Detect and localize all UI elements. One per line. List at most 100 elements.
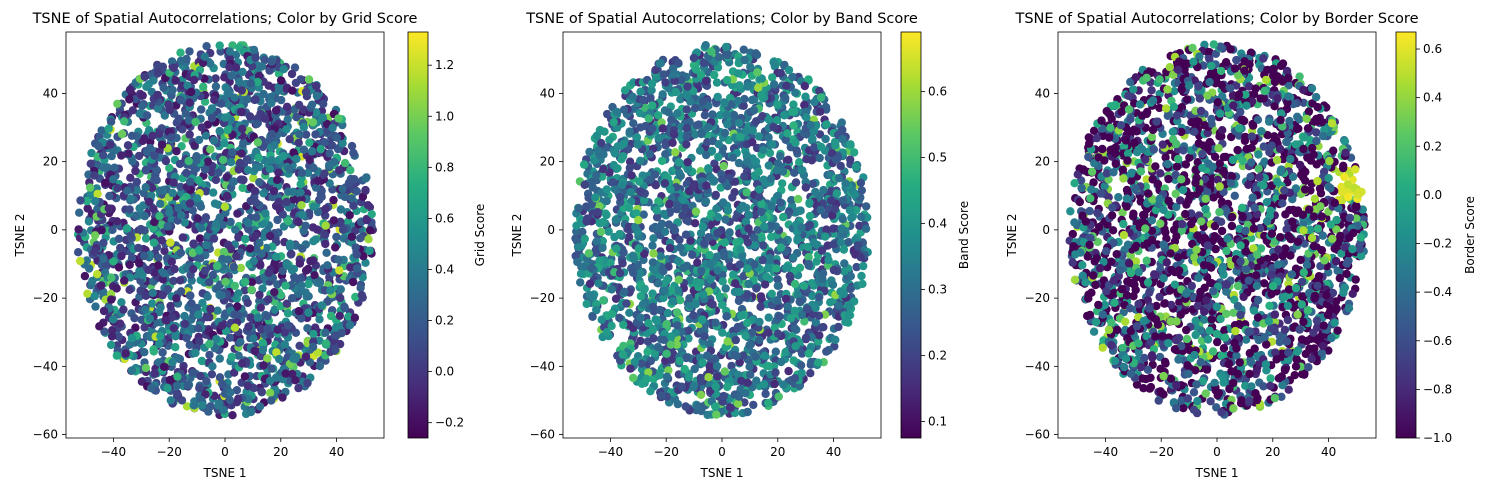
scatter-point (149, 76, 158, 85)
scatter-point (99, 238, 108, 248)
scatter-point (655, 305, 664, 315)
scatter-point (185, 291, 195, 300)
scatter-point (776, 243, 785, 252)
scatter-point (126, 273, 135, 282)
scatter-point (203, 157, 213, 166)
scatter-point (723, 337, 732, 346)
scatter-point (246, 79, 255, 88)
scatter-point (250, 95, 259, 105)
scatter-point (87, 148, 96, 158)
scatter-point (681, 402, 690, 411)
scatter-point (856, 178, 866, 187)
scatter-point (604, 227, 613, 236)
scatter-point (186, 87, 196, 97)
scatter-point (135, 266, 144, 275)
scatter-point (661, 138, 671, 147)
scatter-point (696, 373, 705, 383)
scatter-point (625, 127, 634, 136)
scatter-point (624, 203, 634, 212)
scatter-point (249, 173, 258, 183)
scatter-point (316, 144, 325, 154)
scatter-point (821, 134, 830, 144)
scatter-point (811, 318, 821, 327)
chart-title: TSNE of Spatial Autocorrelations; Color … (525, 11, 918, 27)
scatter-point (142, 82, 151, 92)
scatter-point (193, 214, 202, 223)
scatter-point (774, 392, 783, 401)
scatter-point (806, 360, 815, 369)
scatter-point (731, 279, 740, 288)
scatter-point (782, 81, 791, 90)
scatter-point (758, 256, 767, 265)
scatter-point (220, 202, 230, 211)
scatter-point (313, 348, 323, 357)
scatter-point (173, 372, 182, 381)
scatter-point (640, 103, 650, 112)
x-tick-label: −20 (157, 445, 182, 459)
scatter-point (773, 159, 783, 168)
scatter-point (750, 260, 759, 269)
scatter-point (105, 191, 114, 201)
scatter-point (361, 185, 370, 195)
scatter-point (817, 246, 827, 255)
scatter-point (615, 313, 624, 322)
scatter-point (704, 164, 713, 173)
scatter-point (176, 56, 186, 65)
scatter-point (661, 356, 670, 365)
scatter-point (636, 123, 645, 132)
scatter-point (756, 292, 766, 301)
scatter-point (215, 373, 225, 382)
scatter-point (191, 348, 200, 358)
scatter-point (595, 256, 604, 265)
scatter-point (697, 129, 706, 139)
scatter-point (680, 364, 689, 374)
scatter-point (720, 238, 729, 247)
scatter-point (650, 170, 660, 179)
scatter-point (766, 174, 776, 183)
scatter-point (658, 90, 667, 99)
scatter-point (675, 356, 684, 366)
scatter-point (185, 47, 194, 56)
scatter-point (145, 314, 155, 323)
scatter-point (336, 285, 345, 294)
scatter-point (241, 277, 250, 287)
colorbar-tick-label: 0.8 (435, 160, 454, 174)
scatter-point (707, 47, 716, 56)
scatter-point (140, 211, 149, 221)
scatter-point (846, 140, 855, 149)
scatter-point (189, 75, 199, 85)
scatter-point (127, 333, 137, 343)
scatter-point (211, 82, 221, 91)
scatter-point (108, 326, 117, 335)
scatter-point (200, 52, 209, 61)
scatter-point (297, 168, 307, 177)
scatter-point (800, 317, 809, 326)
scatter-point (679, 263, 688, 273)
scatter-point (764, 115, 774, 124)
scatter-point (101, 178, 110, 188)
scatter-point (315, 315, 324, 324)
scatter-point (260, 55, 269, 65)
scatter-point (166, 238, 175, 247)
scatter-point (811, 303, 820, 313)
scatter-point (215, 126, 224, 136)
scatter-point (109, 257, 118, 266)
scatter-point (155, 339, 164, 349)
scatter-point (274, 86, 284, 95)
scatter-point (718, 277, 727, 286)
scatter-point (710, 70, 719, 80)
scatter-point (673, 399, 682, 409)
scatter-point (851, 205, 861, 215)
scatter-point (711, 190, 720, 200)
scatter-point (791, 342, 800, 351)
scatter-point (583, 214, 592, 223)
scatter-point (203, 292, 212, 301)
scatter-point (619, 320, 628, 329)
scatter-point (797, 223, 806, 232)
scatter-point (310, 271, 319, 280)
scatter-point (288, 369, 297, 379)
scatter-point (700, 111, 710, 120)
scatter-point (719, 198, 728, 207)
scatter-point (649, 234, 658, 243)
scatter-point (166, 301, 175, 311)
